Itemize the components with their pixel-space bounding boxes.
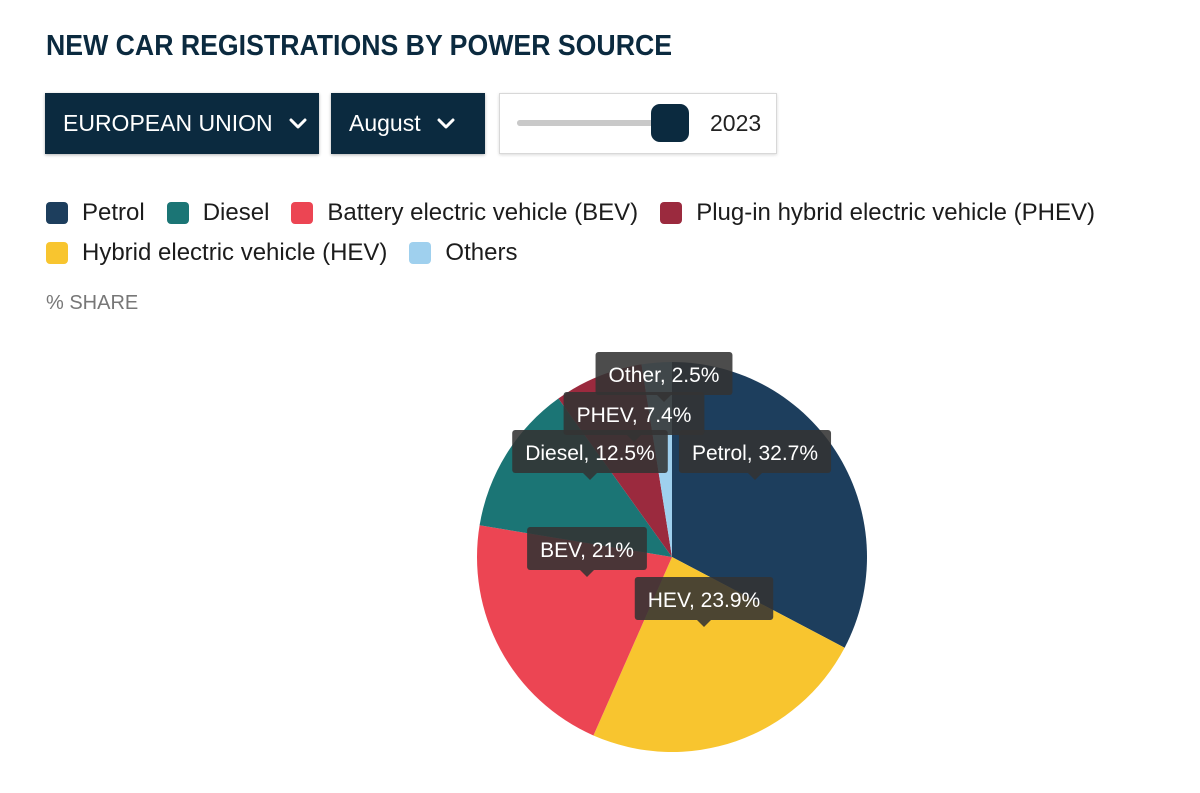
region-dropdown[interactable]: EUROPEAN UNION [45,93,319,154]
legend-item[interactable]: Battery electric vehicle (BEV) [291,193,638,233]
year-slider: 2023 [499,93,777,154]
legend-label: Plug-in hybrid electric vehicle (PHEV) [696,199,1095,226]
slice-label-box [678,430,832,473]
slice-label-box [595,352,733,395]
slice-label-text: Diesel, 12.5% [525,442,655,465]
month-dropdown-label: August [349,110,421,136]
slice-label-text: Petrol, 32.7% [692,442,818,465]
slice-label-pointer [748,473,762,480]
legend-swatch [46,202,68,224]
year-slider-fill [517,120,670,126]
year-slider-thumb[interactable] [651,104,689,142]
slice-label-box [527,527,647,570]
legend-swatch [46,242,68,264]
legend-swatch [291,202,314,224]
chevron-down-icon [289,118,307,130]
legend-label: Battery electric vehicle (BEV) [327,199,639,226]
slice-label-text: HEV, 23.9% [648,589,760,612]
legend-label: Hybrid electric vehicle (HEV) [82,239,388,266]
legend-item[interactable]: Others [409,233,517,273]
slice-label-box [512,430,668,473]
legend-label: Others [445,239,518,266]
legend-swatch [409,242,432,264]
legend-label: Diesel [202,199,270,226]
pie-slice-bev[interactable] [477,525,672,736]
legend-swatch [660,202,683,224]
slice-data-label: Petrol, 32.7% [678,430,832,480]
slice-label-text: PHEV, 7.4% [577,404,692,427]
page-title: NEW CAR REGISTRATIONS BY POWER SOURCE [46,30,673,62]
slice-data-label: HEV, 23.9% [634,577,774,627]
year-slider-track[interactable] [517,120,687,126]
legend-row: Petrol Diesel Battery electric vehicle (BE… [46,193,1176,233]
slice-label-text: BEV, 21% [540,539,634,562]
month-dropdown[interactable]: August [331,93,485,154]
legend-label: Petrol [82,199,145,226]
legend-item[interactable]: Petrol [46,193,145,233]
slice-label-pointer [627,435,641,442]
slice-label-box [563,392,705,435]
slice-label-text: Other, 2.5% [609,364,720,387]
legend-item[interactable]: Plug-in hybrid electric vehicle (PHEV) [660,193,1095,233]
slice-data-label: Diesel, 12.5% [512,430,668,480]
chart-legend: Petrol Diesel Battery electric vehicle (BE… [46,193,1176,273]
year-slider-value: 2023 [710,110,762,136]
legend-swatch [166,202,189,224]
region-dropdown-label: EUROPEAN UNION [63,110,273,136]
chevron-down-icon [437,118,455,130]
legend-item[interactable]: Diesel [166,193,270,233]
slice-label-box [634,577,774,620]
slice-data-label: Other, 2.5% [595,352,733,402]
legend-item[interactable]: Hybrid electric vehicle (HEV) [46,233,387,273]
slice-label-pointer [580,570,594,577]
slice-label-pointer [697,620,711,627]
slice-label-pointer [657,395,671,402]
slice-data-label: PHEV, 7.4% [563,392,705,442]
slice-data-label: BEV, 21% [527,527,647,577]
legend-row: Hybrid electric vehicle (HEV) Others [46,233,1176,273]
y-axis-label: % SHARE [46,292,139,314]
slice-label-pointer [583,473,597,480]
